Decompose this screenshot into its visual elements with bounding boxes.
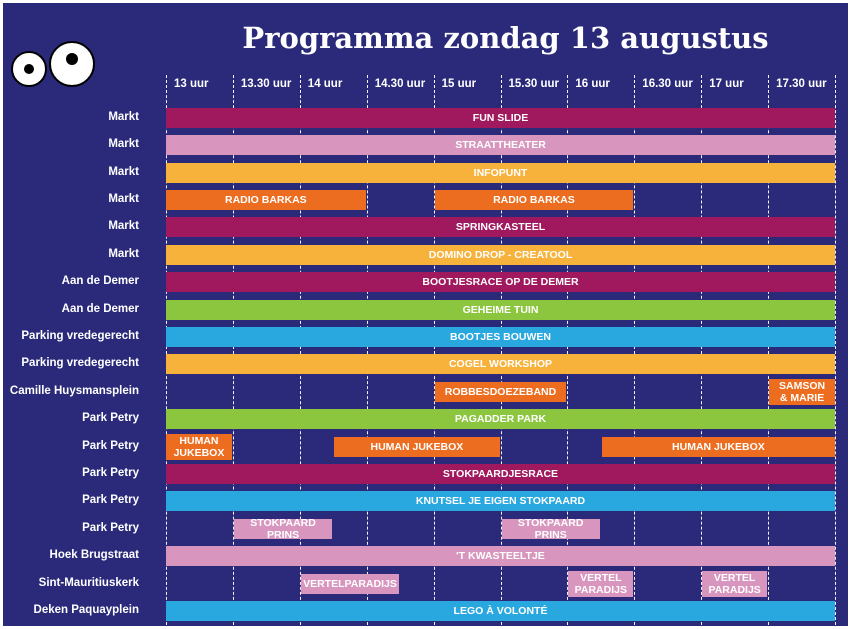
event-bar: BOOTJES BOUWEN — [166, 326, 835, 347]
event-bar: RADIO BARKAS — [434, 189, 634, 210]
page-title: Programma zondag 13 augustus — [242, 21, 769, 55]
time-header: 13 uur — [174, 78, 209, 90]
location-label: Markt — [108, 165, 139, 178]
time-header: 14.30 uur — [374, 78, 426, 90]
time-header: 13.30 uur — [240, 78, 292, 90]
event-bar: ROBBESDOEZEBAND — [434, 381, 567, 402]
location-label: Markt — [108, 138, 139, 151]
location-label: Markt — [108, 110, 139, 123]
location-label: Park Petry — [82, 412, 139, 425]
location-label: Park Petry — [82, 521, 139, 534]
location-label: Park Petry — [82, 466, 139, 479]
event-bar: HUMAN JUKEBOX — [334, 436, 500, 457]
grid-line — [701, 75, 703, 625]
event-bar: VERTEL PARADIJS — [568, 570, 634, 597]
grid-line — [567, 75, 569, 625]
schedule-poster: Programma zondag 13 augustus 13 uur 13.30… — [3, 3, 848, 626]
location-label: Markt — [108, 247, 139, 260]
grid-line — [634, 75, 636, 625]
event-bar: SPRINGKASTEEL — [166, 217, 835, 238]
event-bar: VERTEL PARADIJS — [702, 570, 768, 597]
location-label: Camille Huysmansplein — [9, 384, 139, 397]
event-bar: KNUTSEL JE EIGEN STOKPAARD — [166, 491, 835, 512]
grid-line — [366, 75, 368, 625]
event-bar: STOKPAARD PRINS — [233, 517, 333, 541]
location-label: Park Petry — [82, 494, 139, 507]
time-header: 14 uur — [307, 78, 343, 90]
time-header: 16.30 uur — [642, 78, 693, 90]
event-bar: VERTELPARADIJS — [300, 573, 400, 594]
location-label: Hoek Brugstraat — [49, 549, 139, 562]
grid-line — [232, 75, 234, 625]
right-eye-icon — [49, 41, 95, 87]
location-label: Markt — [108, 192, 139, 205]
event-bar: STOKPAARDJESRACE — [166, 463, 835, 484]
location-label: Park Petry — [82, 439, 139, 452]
event-bar: GEHEIME TUIN — [166, 299, 835, 320]
event-bar: STRAATTHEATER — [166, 135, 835, 156]
grid-line — [835, 75, 836, 625]
event-bar: RADIO BARKAS — [166, 189, 366, 210]
event-bar: DOMINO DROP - CREATOOL — [166, 244, 835, 265]
location-label: Sint-Mauritiuskerk — [38, 576, 139, 589]
event-bar: SAMSON & MARIE — [769, 378, 835, 405]
time-header: 15.30 uur — [508, 78, 560, 90]
event-bar: COGEL WORKSHOP — [166, 354, 835, 375]
location-label: Aan de Demer — [61, 302, 139, 315]
event-bar: BOOTJESRACE OP DE DEMER — [166, 272, 835, 293]
left-eye-icon — [11, 51, 47, 87]
event-bar: HUMAN JUKEBOX — [166, 433, 232, 460]
grid-line — [299, 75, 301, 625]
location-label: Parking vredegerecht — [21, 329, 139, 342]
event-bar: 'T KWASTEELTJE — [166, 546, 835, 567]
time-header: 15 uur — [441, 78, 477, 90]
event-bar: INFOPUNT — [166, 162, 835, 183]
location-label: Deken Paquayplein — [33, 603, 139, 616]
grid-line — [433, 75, 435, 625]
event-bar: HUMAN JUKEBOX — [601, 436, 835, 457]
event-bar: PAGADDER PARK — [166, 409, 835, 430]
time-header: 17.30 uur — [776, 78, 827, 90]
event-bar: STOKPAARD PRINS — [501, 517, 600, 541]
time-header: 17 uur — [709, 78, 744, 90]
grid-line — [166, 75, 167, 625]
location-label: Markt — [108, 220, 139, 233]
location-label: Parking vredegerecht — [21, 357, 139, 370]
time-header: 16 uur — [575, 78, 610, 90]
location-label: Aan de Demer — [61, 275, 139, 288]
event-bar: LEGO À VOLONTÉ — [166, 600, 835, 621]
grid-line — [768, 75, 770, 625]
grid-line — [500, 75, 502, 625]
event-bar: FUN SLIDE — [166, 107, 835, 128]
